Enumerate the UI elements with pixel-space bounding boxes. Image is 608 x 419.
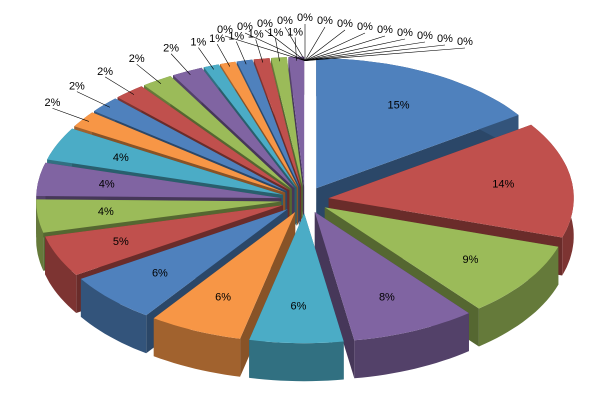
data-label: 1% (190, 36, 206, 48)
leader-line (264, 29, 306, 61)
slice (45, 205, 283, 275)
leader-line (304, 44, 446, 61)
slice-side (249, 339, 344, 382)
data-label: 15% (388, 99, 410, 111)
data-label: 5% (113, 236, 129, 248)
data-label: 9% (463, 254, 479, 266)
slice-side (354, 313, 469, 379)
slice-side (153, 318, 241, 377)
leader-line (304, 38, 406, 61)
leader-line (198, 47, 214, 70)
data-label: 0% (457, 36, 473, 48)
leader-line (255, 39, 264, 63)
data-label: 0% (377, 24, 393, 36)
slice (324, 207, 559, 309)
data-label: 0% (217, 24, 233, 36)
leader-line (304, 32, 366, 61)
slice-side (36, 199, 44, 271)
data-label: 4% (99, 178, 115, 190)
slice (316, 58, 519, 189)
slice (328, 124, 574, 238)
leader-line (216, 44, 231, 67)
data-label: 1% (228, 30, 244, 42)
data-label: 6% (291, 301, 307, 313)
leader-line (170, 53, 191, 75)
data-label: 0% (237, 21, 253, 33)
data-label: 0% (437, 33, 453, 45)
leader-line (235, 41, 247, 65)
leader-line (76, 91, 110, 108)
slice (47, 128, 283, 195)
data-label: 2% (129, 53, 145, 65)
data-label: 0% (337, 18, 353, 30)
data-label: 2% (97, 66, 113, 78)
leader-line (52, 107, 90, 122)
slice-group (314, 212, 469, 379)
data-label: 6% (215, 291, 231, 303)
slice (153, 212, 296, 339)
leader-line (224, 35, 306, 61)
slice (249, 213, 344, 344)
slice (220, 61, 299, 188)
slice (236, 59, 300, 188)
data-label: 2% (69, 81, 85, 93)
slice-side (80, 278, 147, 354)
leader-line (304, 47, 466, 61)
data-label: 0% (417, 30, 433, 42)
leader-line (304, 26, 326, 61)
leader-line (244, 32, 306, 61)
slice (144, 76, 292, 189)
slice-wall (314, 212, 355, 379)
data-label: 0% (277, 15, 293, 27)
leader-line (304, 35, 386, 61)
data-label: 1% (287, 26, 303, 38)
data-label: 0% (357, 21, 373, 33)
data-label: 6% (152, 268, 168, 280)
slice (253, 58, 302, 187)
slice (271, 57, 303, 187)
data-label: 8% (379, 291, 395, 303)
data-label: 4% (98, 206, 114, 218)
slice (94, 98, 288, 192)
leader-line (304, 29, 346, 61)
slice-side (478, 246, 559, 347)
leader-line (275, 38, 280, 62)
data-label: 0% (317, 15, 333, 27)
leader-line (284, 26, 306, 61)
data-label: 1% (209, 33, 225, 45)
slice (288, 56, 305, 187)
data-label: 1% (248, 28, 264, 40)
slice (173, 67, 295, 189)
data-label: 0% (397, 27, 413, 39)
data-label: 2% (45, 97, 61, 109)
slice (314, 212, 469, 341)
data-label: 14% (492, 178, 514, 190)
slice-group (153, 212, 296, 377)
slice (80, 209, 288, 316)
data-label: 1% (267, 27, 283, 39)
slice-group (36, 199, 282, 271)
leader-line (304, 41, 426, 61)
slice (203, 64, 297, 188)
slice (117, 86, 290, 190)
slice-group (249, 213, 344, 382)
leader-line (104, 76, 135, 95)
data-label: 0% (257, 18, 273, 30)
slice-side (45, 236, 77, 313)
slice (74, 112, 286, 193)
slice (36, 162, 282, 199)
slice (36, 199, 282, 233)
data-label: 0% (297, 12, 313, 24)
leader-line (136, 63, 162, 84)
data-label: 4% (113, 152, 129, 164)
data-label: 2% (163, 43, 179, 55)
